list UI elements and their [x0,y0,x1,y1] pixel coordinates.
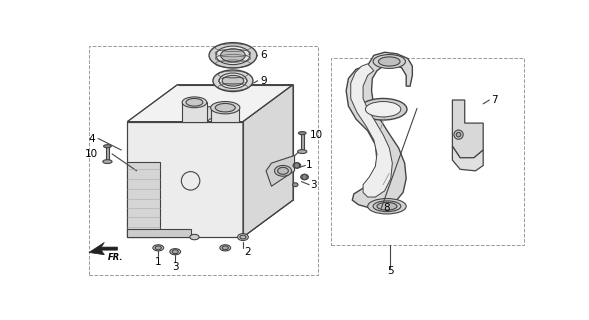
Ellipse shape [222,75,244,86]
Text: 3: 3 [172,262,178,272]
Polygon shape [106,146,109,162]
Ellipse shape [190,234,199,240]
Ellipse shape [186,99,203,106]
Ellipse shape [237,234,249,241]
Text: 4: 4 [89,133,95,143]
Ellipse shape [277,167,289,174]
Text: 5: 5 [387,266,393,276]
Ellipse shape [213,70,253,92]
Ellipse shape [220,245,231,251]
Polygon shape [89,243,117,255]
Polygon shape [182,102,207,122]
Polygon shape [346,52,412,208]
Ellipse shape [373,201,401,212]
Ellipse shape [155,246,161,250]
Ellipse shape [221,49,245,62]
Ellipse shape [240,235,246,239]
Polygon shape [127,200,293,237]
Circle shape [302,174,307,180]
Ellipse shape [182,97,207,108]
Ellipse shape [359,99,407,120]
Polygon shape [182,107,227,122]
Text: FR.: FR. [107,253,123,262]
Ellipse shape [373,55,405,68]
Ellipse shape [153,245,164,251]
Text: 1: 1 [155,257,161,267]
Ellipse shape [172,250,178,254]
Polygon shape [211,108,239,122]
Polygon shape [127,162,160,237]
Polygon shape [127,84,293,122]
Text: 9: 9 [260,76,266,86]
Text: 10: 10 [84,149,97,159]
Ellipse shape [170,249,181,255]
Polygon shape [127,229,191,237]
Ellipse shape [215,103,235,112]
Ellipse shape [216,46,250,65]
Polygon shape [452,146,483,171]
Circle shape [456,132,461,137]
Ellipse shape [293,163,301,168]
Circle shape [454,130,463,139]
Ellipse shape [219,73,247,88]
Polygon shape [301,133,304,152]
Ellipse shape [377,203,397,210]
Ellipse shape [211,101,240,114]
Ellipse shape [297,150,307,154]
Polygon shape [243,84,293,237]
Polygon shape [452,100,483,158]
Polygon shape [266,156,294,186]
Ellipse shape [274,165,292,176]
Polygon shape [351,64,392,197]
Ellipse shape [222,246,229,250]
Ellipse shape [293,183,298,187]
Text: 3: 3 [310,180,316,190]
Ellipse shape [368,198,406,214]
Ellipse shape [209,43,257,68]
Text: 7: 7 [491,95,498,105]
Ellipse shape [301,174,309,180]
Ellipse shape [103,160,112,164]
Ellipse shape [299,132,306,135]
Text: 8: 8 [383,204,390,213]
Text: 2: 2 [244,247,251,258]
Bar [89,46,317,275]
Bar [332,58,524,245]
Ellipse shape [104,145,111,148]
Circle shape [294,163,300,168]
Text: 6: 6 [260,50,266,60]
Text: 1: 1 [306,160,313,171]
Ellipse shape [379,57,400,66]
Text: 10: 10 [310,130,323,140]
Polygon shape [127,122,243,237]
Ellipse shape [365,101,401,117]
